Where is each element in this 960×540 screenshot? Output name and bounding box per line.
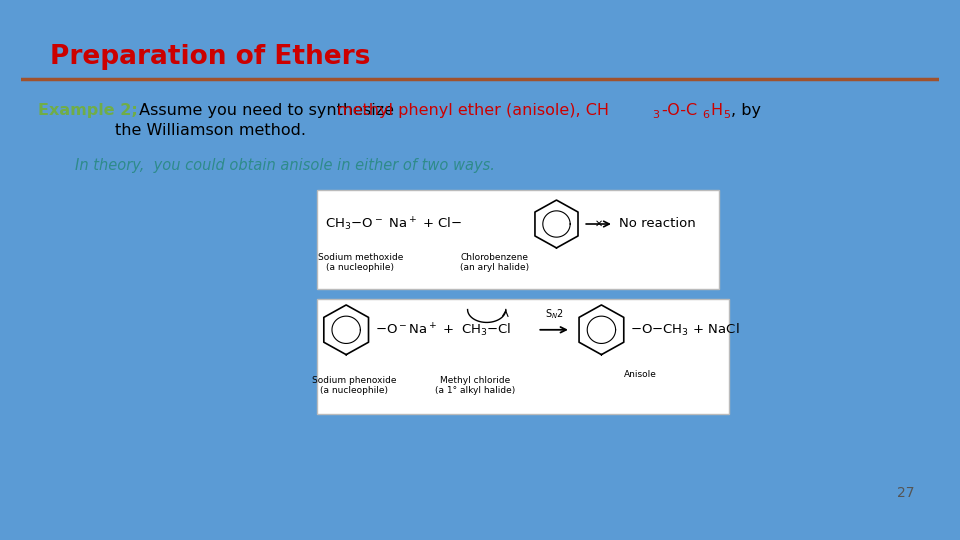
Text: methyl phenyl ether (anisole), CH: methyl phenyl ether (anisole), CH [337,103,609,118]
Text: In theory,  you could obtain anisole in either of two ways.: In theory, you could obtain anisole in e… [75,158,494,173]
Text: 5: 5 [723,110,730,120]
Text: Sodium phenoxide
(a nucleophile): Sodium phenoxide (a nucleophile) [312,376,396,395]
Text: No reaction: No reaction [618,218,695,231]
Text: Anisole: Anisole [624,370,657,379]
Text: 27: 27 [898,486,915,500]
Text: H: H [710,103,723,118]
Text: the Williamson method.: the Williamson method. [115,123,306,138]
Text: Example 2;: Example 2; [38,103,138,118]
Text: Assume you need to synthesize: Assume you need to synthesize [134,103,399,118]
Text: $-$O$-$CH$_3$ + NaCl: $-$O$-$CH$_3$ + NaCl [630,322,739,338]
Text: Sodium methoxide
(a nucleophile): Sodium methoxide (a nucleophile) [318,253,403,272]
Text: ■: ■ [58,158,69,171]
Text: -O-C: -O-C [661,103,698,118]
FancyBboxPatch shape [318,190,719,289]
Text: 3: 3 [652,110,660,120]
Text: , by: , by [732,103,761,118]
Text: Preparation of Ethers: Preparation of Ethers [50,44,371,70]
Text: 6: 6 [702,110,708,120]
FancyBboxPatch shape [318,300,729,414]
Text: CH$_3$$-$Cl: CH$_3$$-$Cl [461,322,512,338]
Text: ✕: ✕ [594,219,603,229]
Text: CH$_3$$-$O$^-$ Na$^+$ + Cl$-$: CH$_3$$-$O$^-$ Na$^+$ + Cl$-$ [325,215,463,233]
Text: $-$O$^-$Na$^+$ +: $-$O$^-$Na$^+$ + [374,322,454,338]
Text: Methyl chloride
(a 1° alkyl halide): Methyl chloride (a 1° alkyl halide) [435,376,516,395]
Text: Chlorobenzene
(an aryl halide): Chlorobenzene (an aryl halide) [460,253,529,272]
Text: S$_N$2: S$_N$2 [544,307,564,321]
